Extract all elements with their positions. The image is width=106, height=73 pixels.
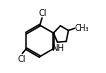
Text: Cl: Cl xyxy=(18,55,26,64)
Text: NH: NH xyxy=(51,44,64,53)
Text: Cl: Cl xyxy=(39,9,47,18)
Text: CH₃: CH₃ xyxy=(75,24,89,33)
